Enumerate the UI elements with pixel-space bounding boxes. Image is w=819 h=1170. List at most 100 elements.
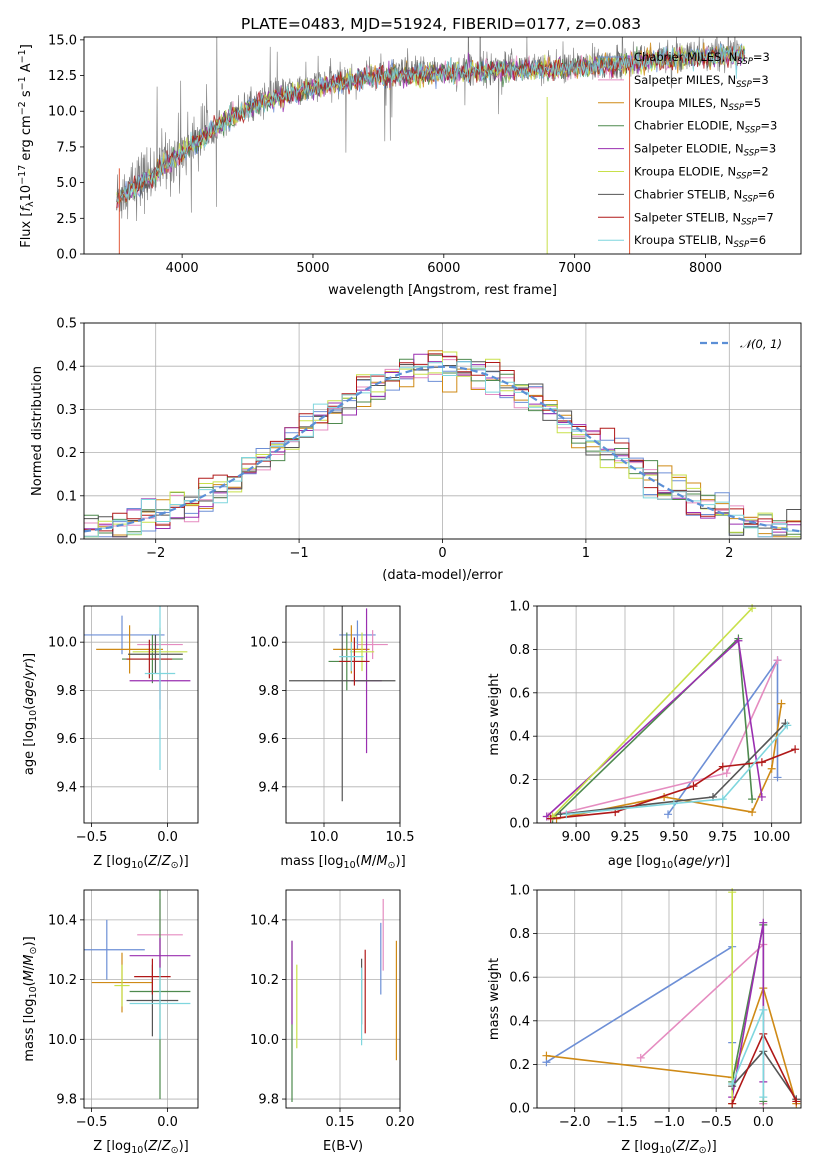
label-part: M — [376, 854, 387, 869]
legend-suffix: =6 — [758, 187, 775, 201]
label-part: / — [703, 854, 708, 869]
legend-label: Salpeter MILES, N — [634, 73, 736, 87]
label-part: ( — [143, 1139, 148, 1154]
x-axis-label: Z [log10(Z/Z⊙)] — [621, 1139, 716, 1156]
label-part: λ — [25, 201, 36, 207]
x-tick-label: 9.00 — [562, 830, 591, 845]
legend-entry: Kroupa MILES, NSSP=5 — [634, 96, 761, 113]
label-part: )] — [22, 653, 37, 663]
axes-frame — [285, 889, 401, 1109]
mass-weight-point — [734, 636, 743, 645]
legend-suffix: =7 — [757, 210, 774, 224]
mass-weight-point — [562, 810, 571, 819]
legend-entry: Kroupa ELODIE, NSSP=2 — [634, 165, 769, 182]
label-part: Z — [675, 1139, 686, 1154]
label-part: ( — [22, 981, 37, 986]
mass-weight-line-1 — [548, 659, 779, 818]
y-tick-label: 0.2 — [509, 773, 530, 788]
y-tick-label: 0.0 — [509, 817, 530, 832]
label-part: )] — [22, 936, 37, 946]
x-tick-label: 10.00 — [753, 830, 790, 845]
y-tick-label: 1.0 — [509, 600, 530, 615]
x-tick-label: −0.5 — [700, 1115, 732, 1130]
x-tick-label: −0.5 — [76, 1115, 108, 1130]
label-part: )] — [720, 854, 730, 869]
x-axis-label: age [log10(age/yr)] — [608, 854, 730, 871]
legend-suffix: =3 — [752, 73, 769, 87]
label-part: / — [157, 1139, 162, 1154]
legend-label: Salpeter ELODIE, N — [634, 142, 744, 156]
mass-vs-EBV-axes: 0.15 0.20 9.8 10.0 10.2 10.4 E(B-V) — [250, 889, 414, 1154]
y-tick-label: 9.4 — [258, 780, 279, 795]
mass-weight-point — [757, 792, 766, 801]
label-part: Z [log — [621, 1139, 659, 1154]
label-part: / — [22, 965, 37, 970]
legend-entry: 𝒩(0, 1) — [740, 337, 782, 351]
label-part: / — [372, 854, 377, 869]
axes-frame — [83, 605, 199, 824]
legend-suffix: =3 — [753, 50, 770, 64]
mass-weight-point — [773, 773, 782, 782]
mass-weight-point — [542, 1051, 551, 1060]
histogram-8 — [84, 361, 801, 538]
label-part: E(B-V) — [323, 1139, 363, 1154]
label-part: s — [19, 90, 34, 101]
label-part: / — [685, 1139, 690, 1154]
legend-sub: SSP — [742, 194, 758, 204]
label-part: mass [log — [280, 854, 343, 869]
label-part: Z — [147, 1139, 158, 1154]
legend: Chabrier MILES, NSSP=3 Salpeter MILES, N S… — [598, 50, 777, 250]
y-tick-label: 0.0 — [56, 533, 77, 548]
x-tick-label: 1 — [582, 546, 590, 561]
x-tick-label: 9.25 — [611, 830, 640, 845]
y-tick-label: 9.8 — [56, 684, 77, 699]
label-part: 10 — [131, 860, 143, 871]
label-part: 10 — [19, 185, 34, 202]
mass-weight-line-6 — [731, 1050, 797, 1100]
label-part: age — [22, 680, 37, 704]
label-part: −1 — [17, 49, 28, 63]
mass-weight-point — [689, 782, 698, 791]
x-tick-label: 10.0 — [310, 830, 339, 845]
label-part: ( — [143, 854, 148, 869]
y-tick-label: 0.5 — [56, 317, 77, 332]
y-tick-label: 0.6 — [509, 686, 530, 701]
label-part: )] — [396, 854, 406, 869]
axes-frame — [536, 605, 802, 824]
legend-entry: Chabrier MILES, NSSP=3 — [634, 50, 770, 67]
label-part: ( — [673, 854, 678, 869]
mass-weight-point — [791, 745, 800, 754]
x-tick-label: −1.0 — [653, 1115, 685, 1130]
x-tick-label: 0 — [438, 546, 446, 561]
label-part: Flux [ — [19, 212, 34, 248]
legend-label: Chabrier ELODIE, N — [634, 119, 745, 133]
x-tick-label: −1 — [290, 546, 309, 561]
residuals-axes: −2 −1 0 1 2 0.0 0.1 0.2 0.3 0.4 0.5 (data-model)/er… — [30, 317, 802, 583]
y-tick-label: 9.8 — [258, 1093, 279, 1108]
x-tick-label: 7000 — [558, 261, 591, 276]
y-tick-label: 9.6 — [56, 732, 77, 747]
y-tick-label: 0.8 — [509, 643, 530, 658]
label-part: ⊙ — [388, 860, 396, 871]
legend-label: Chabrier STELIB, N — [634, 187, 742, 201]
label-part: Z — [147, 854, 158, 869]
x-tick-label: 5000 — [296, 261, 329, 276]
mass-weight-point — [728, 888, 737, 897]
mass-weight-point — [773, 656, 782, 665]
y-tick-label: 0.2 — [509, 1058, 530, 1073]
y-tick-label: 10.2 — [250, 973, 279, 988]
y-tick-label: 9.8 — [258, 684, 279, 699]
mass-weight-point — [546, 814, 555, 823]
mass-weight-point — [783, 721, 792, 730]
label-part: yr — [22, 661, 37, 677]
legend-suffix: =3 — [760, 119, 777, 133]
x-axis-label: E(B-V) — [323, 1139, 363, 1154]
x-axis-label: wavelength [Angstrom, rest frame] — [328, 283, 557, 298]
label-part: Z [log — [93, 1139, 131, 1154]
legend-entry: Chabrier STELIB, NSSP=6 — [634, 187, 775, 204]
y-tick-label: 9.4 — [56, 780, 77, 795]
mass-weight-point — [728, 1080, 737, 1089]
legend-sub: SSP — [745, 126, 761, 136]
